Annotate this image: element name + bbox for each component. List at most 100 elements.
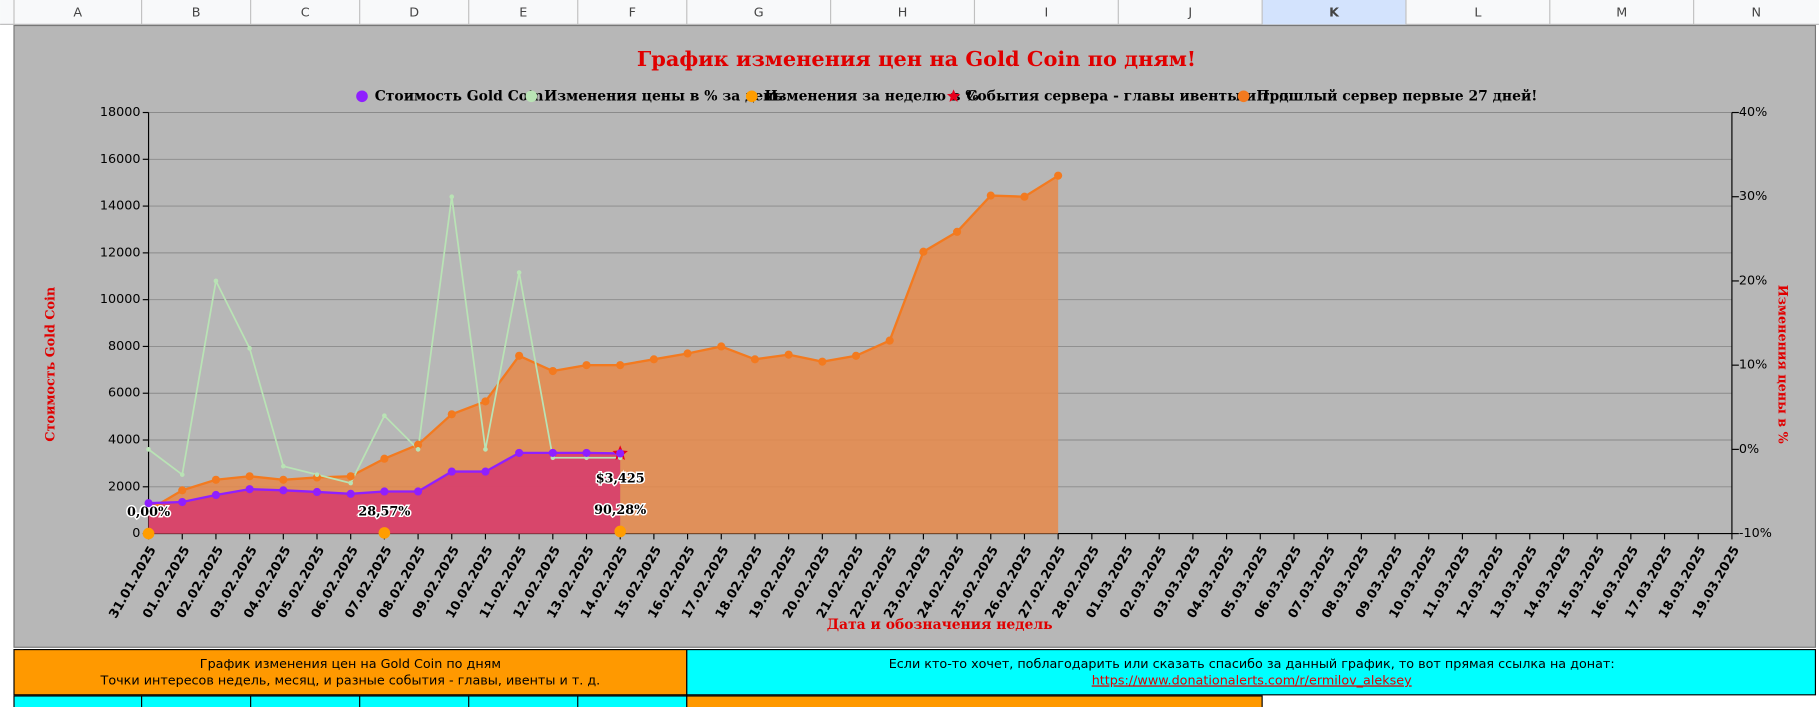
point xyxy=(382,413,387,419)
line xyxy=(147,174,1059,512)
legend-marker xyxy=(946,89,961,102)
column-header: D xyxy=(409,5,419,20)
column-header: I xyxy=(1044,5,1048,20)
point xyxy=(378,527,391,539)
point xyxy=(784,350,793,359)
column-header: H xyxy=(898,5,908,20)
y2-tick-label: 20% xyxy=(1739,273,1767,288)
row-cells xyxy=(13,695,688,707)
point xyxy=(380,454,389,463)
column-header: J xyxy=(1187,5,1192,20)
point xyxy=(582,448,591,457)
point xyxy=(312,487,322,497)
x-axis-title: Дата и обозначения недель xyxy=(827,617,1053,633)
info-subtitle: Точки интересов недель, месяц, и разные … xyxy=(100,673,601,688)
point xyxy=(1020,192,1029,201)
y2-tick-label: 40% xyxy=(1739,105,1767,120)
y-tick-label: 4000 xyxy=(108,433,140,448)
point xyxy=(616,449,625,458)
y2-axis-title: Изменения цены в % xyxy=(1774,285,1789,444)
row-cells-orange xyxy=(686,695,1263,707)
y2-tick-label: 30% xyxy=(1739,189,1767,204)
point xyxy=(146,447,151,452)
point xyxy=(178,497,187,507)
point xyxy=(449,194,455,200)
point xyxy=(178,486,187,495)
point xyxy=(346,489,355,498)
point xyxy=(211,475,220,484)
data-label: 28,57% xyxy=(358,505,410,520)
point xyxy=(314,472,320,477)
point xyxy=(515,351,524,360)
point xyxy=(481,397,490,406)
y-axis-title: Стоимость Gold Coin xyxy=(44,287,59,442)
y2-tick-label: 0% xyxy=(1739,442,1759,457)
y-tick-label: 12000 xyxy=(100,245,141,260)
y-tick-label: 14000 xyxy=(100,199,141,214)
y-tick-label: 2000 xyxy=(108,479,140,494)
point xyxy=(548,448,557,457)
donate-text: Если кто-то хочет, поблагодарить или ска… xyxy=(889,657,1615,672)
point xyxy=(144,499,153,508)
legend-marker xyxy=(745,90,758,103)
column-header-bar xyxy=(0,0,1819,25)
data-label: 90,28% xyxy=(594,503,646,518)
column-header: B xyxy=(192,5,201,20)
y-tick-label: 16000 xyxy=(100,152,141,167)
point xyxy=(717,342,726,351)
point xyxy=(953,227,962,236)
point xyxy=(142,527,155,540)
point xyxy=(247,345,252,351)
point xyxy=(245,472,254,481)
point xyxy=(481,467,490,476)
donate-cell xyxy=(686,649,1817,696)
legend-label: Изменения за неделю в % xyxy=(765,88,979,104)
area xyxy=(148,175,1059,534)
point xyxy=(851,351,861,360)
info-title: График изменения цен на Gold Coin по дня… xyxy=(200,657,501,672)
point xyxy=(279,475,288,484)
point xyxy=(750,355,760,364)
y-tick-label: 6000 xyxy=(108,386,140,401)
legend-marker xyxy=(1237,90,1250,103)
point xyxy=(582,361,591,370)
point xyxy=(516,270,522,275)
y-tick-label: 0 xyxy=(132,526,140,541)
point xyxy=(348,480,354,486)
point xyxy=(447,467,456,476)
point xyxy=(1054,171,1063,180)
column-header-selected xyxy=(1262,0,1406,25)
y2-tick-label: 10% xyxy=(1739,358,1767,373)
y-tick-label: 10000 xyxy=(100,292,141,307)
point xyxy=(211,490,220,500)
point xyxy=(245,485,254,494)
legend-marker xyxy=(356,90,368,103)
point xyxy=(447,410,456,419)
point xyxy=(144,506,153,515)
legend-marker xyxy=(525,90,538,103)
point xyxy=(380,487,389,496)
donate-link[interactable]: https://www.donationalerts.com/r/ermilov… xyxy=(1092,673,1412,688)
point xyxy=(515,448,524,457)
point xyxy=(885,336,894,345)
column-header: M xyxy=(1616,5,1627,20)
point xyxy=(213,278,219,284)
y-tick-label: 18000 xyxy=(100,105,141,120)
point xyxy=(683,349,692,358)
point xyxy=(279,486,288,495)
point xyxy=(346,472,355,481)
point xyxy=(280,463,286,469)
point xyxy=(548,366,557,376)
point xyxy=(919,247,928,256)
column-header: F xyxy=(629,5,636,20)
chart-title: График изменения цен на Gold Coin по дня… xyxy=(637,46,1196,71)
point xyxy=(483,447,488,452)
data-label: 0,00% xyxy=(127,505,170,520)
legend-label: Прошлый сервер первые 27 дней! xyxy=(1256,87,1537,104)
legend-label: Изменения цены в % за день xyxy=(544,88,783,104)
column-header: C xyxy=(301,5,310,20)
y-tick-label: 8000 xyxy=(108,339,140,354)
point xyxy=(616,361,625,370)
